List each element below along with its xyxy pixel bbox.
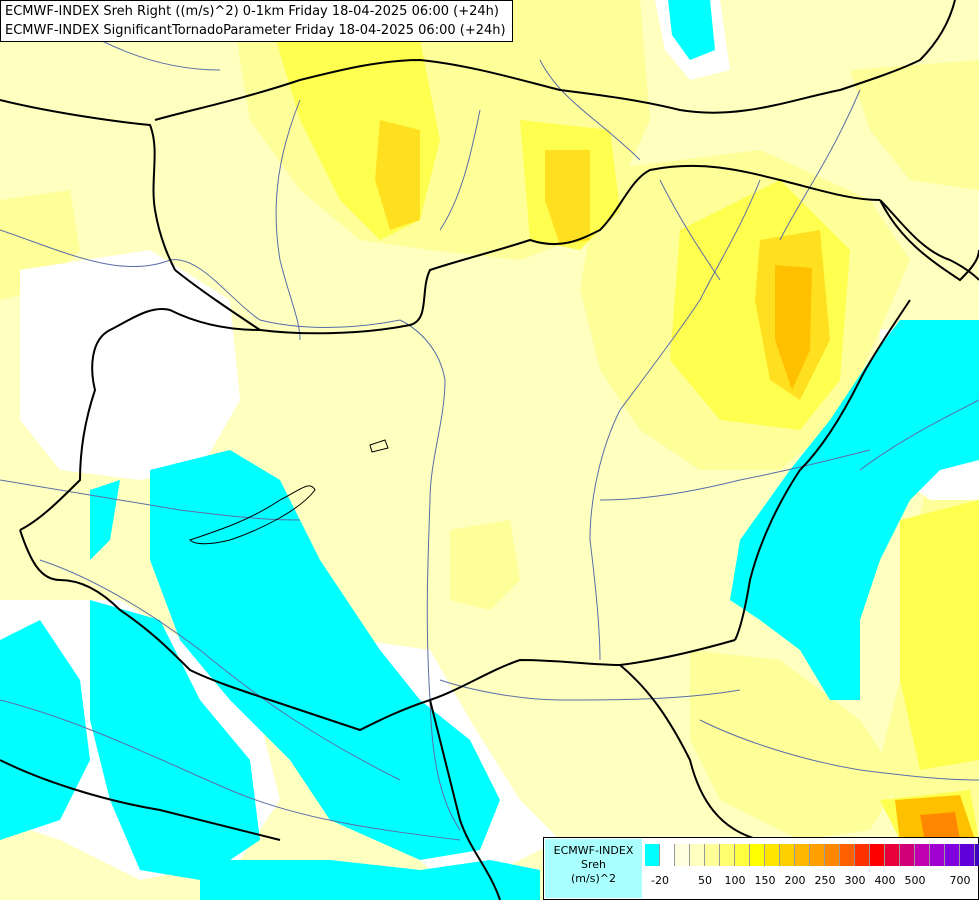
legend-tick-label: 700: [949, 874, 971, 887]
river-north-3: [539, 59, 641, 161]
legend-swatch: [765, 844, 780, 866]
legend-swatch: [945, 844, 960, 866]
legend-swatch: [930, 844, 945, 866]
field-darkorange-se: [920, 812, 960, 842]
legend-swatch: [810, 844, 825, 866]
legend-tick-label: 200: [784, 874, 806, 887]
lake-balaton: [189, 485, 316, 545]
color-legend: ECMWF-INDEX Sreh (m/s)^2 -20 50 100 150 200 2…: [543, 837, 979, 900]
legend-swatch: [975, 844, 979, 866]
river-west-1: [0, 479, 301, 521]
legend-swatch: [915, 844, 930, 866]
river-sava: [0, 699, 461, 841]
border-hungary-romania: [734, 199, 979, 641]
river-east-2: [859, 399, 979, 471]
legend-label-line-2: Sreh: [580, 858, 606, 871]
legend-swatch: [645, 844, 660, 866]
river-north-1: [275, 99, 301, 341]
border-slovakia-north: [154, 0, 956, 121]
legend-tick-label: 400: [874, 874, 896, 887]
field-cyan-west-small: [90, 480, 120, 560]
river-north-4: [99, 39, 221, 71]
border-serbia-bosnia: [429, 699, 501, 900]
legend-swatch: [660, 844, 675, 866]
lake-small-ne: [369, 439, 389, 453]
legend-swatch: [795, 844, 810, 866]
legend-tick-label: 500: [904, 874, 926, 887]
legend-swatch: [870, 844, 885, 866]
legend-tick-label: 50: [698, 874, 712, 887]
legend-tick-label: 300: [844, 874, 866, 887]
legend-label-line-3: (m/s)^2: [571, 872, 616, 885]
field-yellow-east: [900, 500, 979, 770]
legend-tick-label: -20: [651, 874, 669, 887]
river-ne-1: [659, 179, 721, 281]
border-poland-slovakia: [0, 99, 176, 271]
field-gold-north: [375, 120, 420, 230]
river-danube-west: [0, 229, 401, 328]
border-hungary-serbia: [429, 639, 736, 701]
legend-swatch: [840, 844, 855, 866]
field-cyan-east: [730, 320, 979, 700]
title-line-stp: ECMWF-INDEX SignificantTornadoParameter …: [5, 23, 506, 38]
legend-swatch: [720, 844, 735, 866]
legend-swatch: [735, 844, 750, 866]
legend-label: ECMWF-INDEX Sreh (m/s)^2: [545, 839, 642, 898]
field-light-yellow-ne-corner: [850, 60, 979, 190]
field-gold-north2: [545, 150, 590, 245]
river-north-2: [439, 109, 481, 231]
river-tisza: [589, 179, 761, 661]
field-light-yellow-se: [690, 650, 900, 840]
field-light-yellow-center: [450, 520, 520, 610]
legend-swatch: [960, 844, 975, 866]
legend-ticks: -20 50 100 150 200 250 300 400 500 700: [645, 874, 975, 890]
legend-tick-label: 250: [814, 874, 836, 887]
legend-swatches: [645, 844, 979, 866]
field-cyan-south-west2: [90, 600, 260, 880]
river-danube-bend: [399, 319, 461, 831]
legend-swatch: [885, 844, 900, 866]
river-east-1: [779, 89, 861, 241]
legend-swatch: [705, 844, 720, 866]
river-drava: [39, 559, 401, 781]
border-austria-hungary: [19, 308, 261, 531]
legend-swatch: [900, 844, 915, 866]
river-south-2: [439, 679, 741, 701]
border-slovakia-hungary: [174, 164, 881, 335]
legend-tick-label: 150: [754, 874, 776, 887]
legend-swatch: [855, 844, 870, 866]
border-ukraine-romania: [879, 199, 979, 282]
title-line-sreh: ECMWF-INDEX Sreh Right ((m/s)^2) 0-1km F…: [5, 4, 499, 19]
map-title-box: ECMWF-INDEX Sreh Right ((m/s)^2) 0-1km F…: [0, 0, 513, 42]
river-south-1: [599, 449, 871, 501]
legend-tick-label: 100: [724, 874, 746, 887]
legend-swatch: [675, 844, 690, 866]
field-cyan-north: [668, 0, 715, 60]
field-cyan-southwest: [0, 620, 90, 840]
border-slovenia-croatia: [0, 529, 281, 841]
legend-swatch: [690, 844, 705, 866]
legend-label-line-1: ECMWF-INDEX: [553, 844, 634, 857]
river-network: [0, 39, 979, 841]
border-hungary-croatia: [59, 579, 431, 732]
river-se-1: [699, 719, 979, 781]
field-orange-ne: [775, 265, 812, 390]
border-romania-serbia: [619, 664, 761, 841]
field-cyan-bottom: [200, 860, 540, 900]
field-white-west: [20, 250, 240, 480]
legend-swatch: [780, 844, 795, 866]
field-cyan-south-main: [150, 450, 500, 860]
legend-swatch: [750, 844, 765, 866]
legend-swatch: [825, 844, 840, 866]
